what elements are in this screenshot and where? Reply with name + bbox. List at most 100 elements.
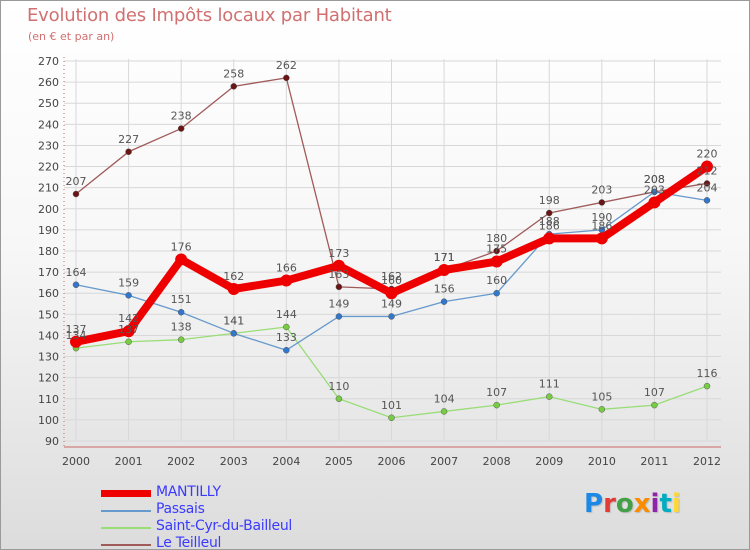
data-label-passais-2004: 133 xyxy=(276,331,297,344)
x-tick-label-2003: 2003 xyxy=(220,455,248,468)
x-tick-label-2002: 2002 xyxy=(167,455,195,468)
point-le-teilleul-2001 xyxy=(125,148,132,156)
data-label-saint-cyr-du-bailleul-2009: 111 xyxy=(539,378,560,391)
point-saint-cyr-du-bailleul-2001 xyxy=(125,338,132,346)
legend-swatch-mantilly xyxy=(101,490,151,497)
data-label-mantilly-2003: 162 xyxy=(223,270,244,283)
data-label-saint-cyr-du-bailleul-2001: 137 xyxy=(118,323,139,336)
logo-letter: x xyxy=(633,489,651,519)
data-label-mantilly-2006: 160 xyxy=(381,274,402,287)
legend-swatch-saint-cyr xyxy=(101,527,151,529)
y-tick-label-110: 110 xyxy=(38,393,59,406)
y-tick-label-240: 240 xyxy=(38,118,59,131)
point-mantilly-2011 xyxy=(648,196,661,209)
point-le-teilleul-2004 xyxy=(283,74,290,82)
point-le-teilleul-2003 xyxy=(230,83,237,90)
data-label-le-teilleul-2008: 180 xyxy=(486,232,507,245)
point-saint-cyr-du-bailleul-2012 xyxy=(703,382,711,390)
chart-subtitle: (en € et par an) xyxy=(28,30,115,43)
data-label-passais-2006: 149 xyxy=(381,297,402,310)
x-tick-label-2004: 2004 xyxy=(272,455,300,468)
point-mantilly-2009 xyxy=(543,232,556,245)
point-passais-2002 xyxy=(177,308,185,316)
data-label-mantilly-2012: 220 xyxy=(697,148,718,161)
x-tick-label-2001: 2001 xyxy=(115,455,143,468)
x-tick-label-2008: 2008 xyxy=(483,455,511,468)
data-label-mantilly-2008: 175 xyxy=(486,243,507,256)
data-label-passais-2000: 164 xyxy=(66,266,87,279)
y-tick-label-210: 210 xyxy=(38,182,59,195)
data-label-mantilly-2000: 137 xyxy=(66,323,87,336)
x-tick-label-2000: 2000 xyxy=(62,455,90,468)
point-passais-2005 xyxy=(335,313,343,320)
x-tick-label-2005: 2005 xyxy=(325,455,353,468)
point-mantilly-2008 xyxy=(490,255,503,268)
y-tick-label-260: 260 xyxy=(38,76,59,89)
chart-title: Evolution des Impôts locaux par Habitant xyxy=(27,5,392,26)
legend-label-le-teilleul: Le Teilleul xyxy=(156,535,222,550)
data-label-saint-cyr-du-bailleul-2010: 105 xyxy=(591,390,612,403)
data-label-le-teilleul-2003: 258 xyxy=(223,67,244,80)
data-label-saint-cyr-du-bailleul-2003: 141 xyxy=(223,314,244,327)
point-saint-cyr-du-bailleul-2004 xyxy=(283,323,290,331)
legend-swatch-le-teilleul xyxy=(101,544,151,546)
point-saint-cyr-du-bailleul-2007 xyxy=(440,408,448,415)
data-label-mantilly-2011: 203 xyxy=(644,183,665,196)
y-tick-label-270: 270 xyxy=(38,55,59,68)
data-label-mantilly-2005: 173 xyxy=(328,247,349,260)
data-label-le-teilleul-2002: 238 xyxy=(171,110,192,123)
point-passais-2000 xyxy=(72,281,80,289)
x-tick-label-2009: 2009 xyxy=(535,455,563,468)
data-label-passais-2001: 159 xyxy=(118,276,139,289)
data-label-passais-2011: 208 xyxy=(644,173,665,186)
logo-letter: r xyxy=(603,489,616,519)
data-label-saint-cyr-du-bailleul-2008: 107 xyxy=(486,386,507,399)
x-tick-label-2011: 2011 xyxy=(640,455,668,468)
data-label-le-teilleul-2004: 262 xyxy=(276,59,297,72)
logo-letter: o xyxy=(615,489,634,519)
point-mantilly-2001 xyxy=(122,325,135,338)
data-label-passais-2010: 190 xyxy=(591,211,612,224)
data-label-passais-2003: 141 xyxy=(223,314,244,327)
data-label-mantilly-2001: 142 xyxy=(118,312,139,325)
point-passais-2008 xyxy=(493,289,500,297)
point-passais-2011 xyxy=(651,188,658,196)
point-mantilly-2000 xyxy=(70,335,82,348)
data-label-passais-2012: 204 xyxy=(697,181,718,194)
data-label-saint-cyr-du-bailleul-2011: 107 xyxy=(644,386,665,399)
point-saint-cyr-du-bailleul-2005 xyxy=(335,395,343,403)
x-tick-label-2010: 2010 xyxy=(588,455,616,468)
logo-letter: i xyxy=(671,489,681,519)
legend-label-saint-cyr: Saint-Cyr-du-Bailleul xyxy=(156,518,292,534)
point-le-teilleul-2008 xyxy=(493,247,500,255)
data-label-passais-2005: 149 xyxy=(328,297,349,310)
y-tick-label-120: 120 xyxy=(38,372,59,385)
point-mantilly-2007 xyxy=(438,264,451,276)
data-label-saint-cyr-du-bailleul-2012: 116 xyxy=(697,367,718,380)
data-label-saint-cyr-du-bailleul-2000: 134 xyxy=(66,329,87,342)
point-le-teilleul-2002 xyxy=(177,125,185,132)
point-passais-2003 xyxy=(230,330,237,337)
y-tick-label-230: 230 xyxy=(38,139,59,152)
point-mantilly-2004 xyxy=(280,274,293,287)
point-le-teilleul-2009 xyxy=(546,209,553,217)
y-tick-label-100: 100 xyxy=(38,414,59,427)
data-label-mantilly-2007: 171 xyxy=(434,251,455,264)
point-le-teilleul-2000 xyxy=(72,190,80,198)
logo-letter: P xyxy=(584,489,604,519)
logo-letter: t xyxy=(659,489,672,519)
y-tick-label-90: 90 xyxy=(45,435,59,448)
x-tick-label-2012: 2012 xyxy=(693,455,721,468)
logo-letter: i xyxy=(650,489,660,519)
data-label-saint-cyr-du-bailleul-2002: 138 xyxy=(171,321,192,334)
point-saint-cyr-du-bailleul-2008 xyxy=(493,401,500,409)
legend-label-mantilly: MANTILLY xyxy=(156,484,221,500)
data-label-le-teilleul-2012: 212 xyxy=(697,164,718,177)
y-tick-label-180: 180 xyxy=(38,245,59,258)
y-tick-label-250: 250 xyxy=(38,97,59,110)
data-label-passais-2002: 151 xyxy=(171,293,192,306)
point-passais-2004 xyxy=(283,346,290,354)
point-le-teilleul-2005 xyxy=(335,283,343,291)
